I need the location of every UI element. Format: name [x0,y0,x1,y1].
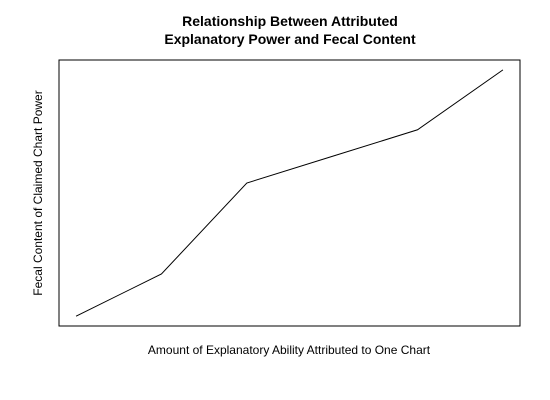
chart-title-line-2: Explanatory Power and Fecal Content [164,31,416,47]
series-group [75,69,504,317]
series-line [75,69,504,317]
y-axis-label: Fecal Content of Claimed Chart Power [31,90,45,295]
x-axis-label: Amount of Explanatory Ability Attributed… [148,343,431,357]
chart-title-line-1: Relationship Between Attributed [182,13,398,29]
plot-frame [58,59,521,327]
